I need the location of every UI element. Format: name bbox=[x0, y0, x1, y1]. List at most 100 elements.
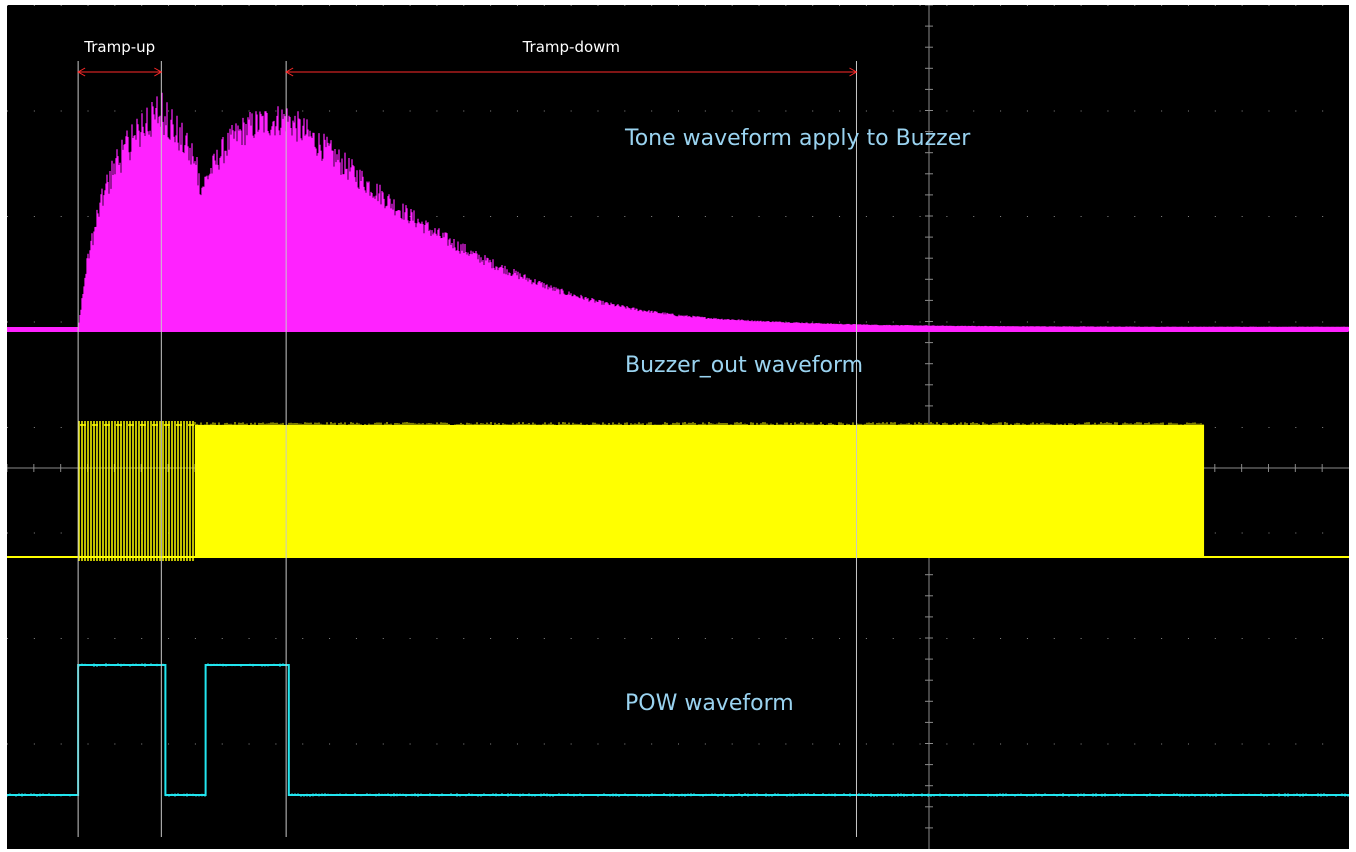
grid-dot bbox=[1187, 110, 1189, 112]
grid-dot bbox=[1241, 743, 1243, 745]
grid-dot bbox=[543, 743, 545, 745]
grid-dot bbox=[731, 5, 733, 6]
grid-dot bbox=[704, 638, 706, 639]
grid-dot bbox=[892, 110, 894, 112]
grid-dot bbox=[490, 5, 492, 6]
grid-dot bbox=[1026, 638, 1028, 639]
grid-dot bbox=[1322, 5, 1324, 6]
grid-dot bbox=[1000, 638, 1002, 639]
grid-dot bbox=[1134, 110, 1136, 112]
grid-dot bbox=[865, 110, 867, 112]
grid-dot bbox=[33, 638, 35, 639]
grid-dot bbox=[168, 5, 170, 6]
grid-dot bbox=[1080, 638, 1082, 639]
grid-dot bbox=[1268, 110, 1270, 112]
scope-plot: Tramp-up Tramp-dowm Tone waveform apply t… bbox=[7, 5, 1349, 849]
grid-dot bbox=[570, 110, 572, 112]
grid-dot bbox=[946, 321, 948, 323]
grid-dot bbox=[436, 110, 438, 112]
grid-dot bbox=[1026, 743, 1028, 745]
grid-dot bbox=[919, 638, 921, 639]
grid-dot bbox=[1187, 216, 1189, 217]
grid-dot bbox=[248, 638, 250, 639]
grid-dot bbox=[1214, 321, 1216, 323]
grid-dot bbox=[302, 5, 304, 6]
grid-dot bbox=[1000, 5, 1002, 6]
grid-dot bbox=[1161, 321, 1163, 323]
grid-dot bbox=[33, 532, 35, 534]
grid-dot bbox=[221, 743, 223, 745]
grid-dot bbox=[812, 743, 814, 745]
grid-dot bbox=[275, 110, 277, 112]
grid-dot bbox=[409, 5, 411, 6]
grid-dot bbox=[1295, 110, 1297, 112]
grid-dot bbox=[275, 743, 277, 745]
grid-dot bbox=[1214, 216, 1216, 217]
grid-dot bbox=[973, 5, 975, 6]
grid-dot bbox=[678, 638, 679, 639]
grid-dot bbox=[1053, 743, 1055, 745]
grid-dot bbox=[624, 216, 626, 217]
grid-dot bbox=[516, 638, 518, 639]
grid-dot bbox=[1161, 5, 1163, 6]
grid-dot bbox=[651, 216, 653, 217]
grid-dot bbox=[1295, 321, 1297, 323]
grid-dot bbox=[946, 5, 948, 6]
grid-dot bbox=[1053, 638, 1055, 639]
grid-dot bbox=[1107, 321, 1109, 323]
traces bbox=[7, 92, 1349, 797]
marker-arrow-right bbox=[849, 67, 858, 77]
buzzer-burst-edges bbox=[78, 421, 194, 561]
grid-dot bbox=[678, 110, 679, 112]
grid-dot bbox=[973, 321, 975, 323]
buzzer-top-noise bbox=[194, 422, 1204, 425]
grid-dot bbox=[409, 216, 411, 217]
grid-dot bbox=[1080, 743, 1082, 745]
grid-dot bbox=[1000, 743, 1002, 745]
grid-dot bbox=[1241, 321, 1243, 323]
grid-dot bbox=[704, 110, 706, 112]
grid-dot bbox=[1295, 638, 1297, 639]
grid-dot bbox=[114, 110, 116, 112]
grid-dot bbox=[168, 638, 170, 639]
grid-dot bbox=[436, 5, 438, 6]
grid-dot bbox=[490, 110, 492, 112]
grid-dot bbox=[114, 743, 116, 745]
time-markers: Tramp-up Tramp-dowm bbox=[77, 38, 858, 77]
grid-dot bbox=[570, 743, 572, 745]
grid-dot bbox=[865, 638, 867, 639]
grid-dot bbox=[543, 638, 545, 639]
grid-dot bbox=[7, 427, 8, 428]
grid-dot bbox=[678, 216, 679, 217]
grid-dot bbox=[1026, 110, 1028, 112]
grid-dot bbox=[919, 216, 921, 217]
grid-dot bbox=[758, 638, 760, 639]
grid-dot bbox=[7, 743, 8, 745]
grid-dot bbox=[1161, 638, 1163, 639]
grid-dot bbox=[597, 110, 599, 112]
grid-dot bbox=[248, 743, 250, 745]
grid-dot bbox=[221, 110, 223, 112]
grid-dot bbox=[892, 321, 894, 323]
oscilloscope-screen: Tramp-up Tramp-dowm Tone waveform apply t… bbox=[7, 5, 1349, 849]
grid-dot bbox=[355, 110, 357, 112]
grid-dot bbox=[543, 110, 545, 112]
grid-dot bbox=[1214, 427, 1216, 428]
grid-dot bbox=[570, 638, 572, 639]
grid-dot bbox=[892, 638, 894, 639]
grid-dot bbox=[1053, 110, 1055, 112]
grid-dot bbox=[1187, 321, 1189, 323]
marker-arrow-left bbox=[77, 67, 86, 77]
grid-dot bbox=[919, 743, 921, 745]
grid-dot bbox=[302, 110, 304, 112]
grid-dot bbox=[302, 638, 304, 639]
grid-dot bbox=[1053, 321, 1055, 323]
grid-dot bbox=[651, 110, 653, 112]
grid-dot bbox=[651, 743, 653, 745]
grid-dot bbox=[221, 638, 223, 639]
grid-dot bbox=[490, 743, 492, 745]
grid-dot bbox=[141, 743, 143, 745]
marker-label: Tramp-dowm bbox=[522, 38, 620, 56]
grid-dot bbox=[812, 638, 814, 639]
grid-dot bbox=[1107, 110, 1109, 112]
